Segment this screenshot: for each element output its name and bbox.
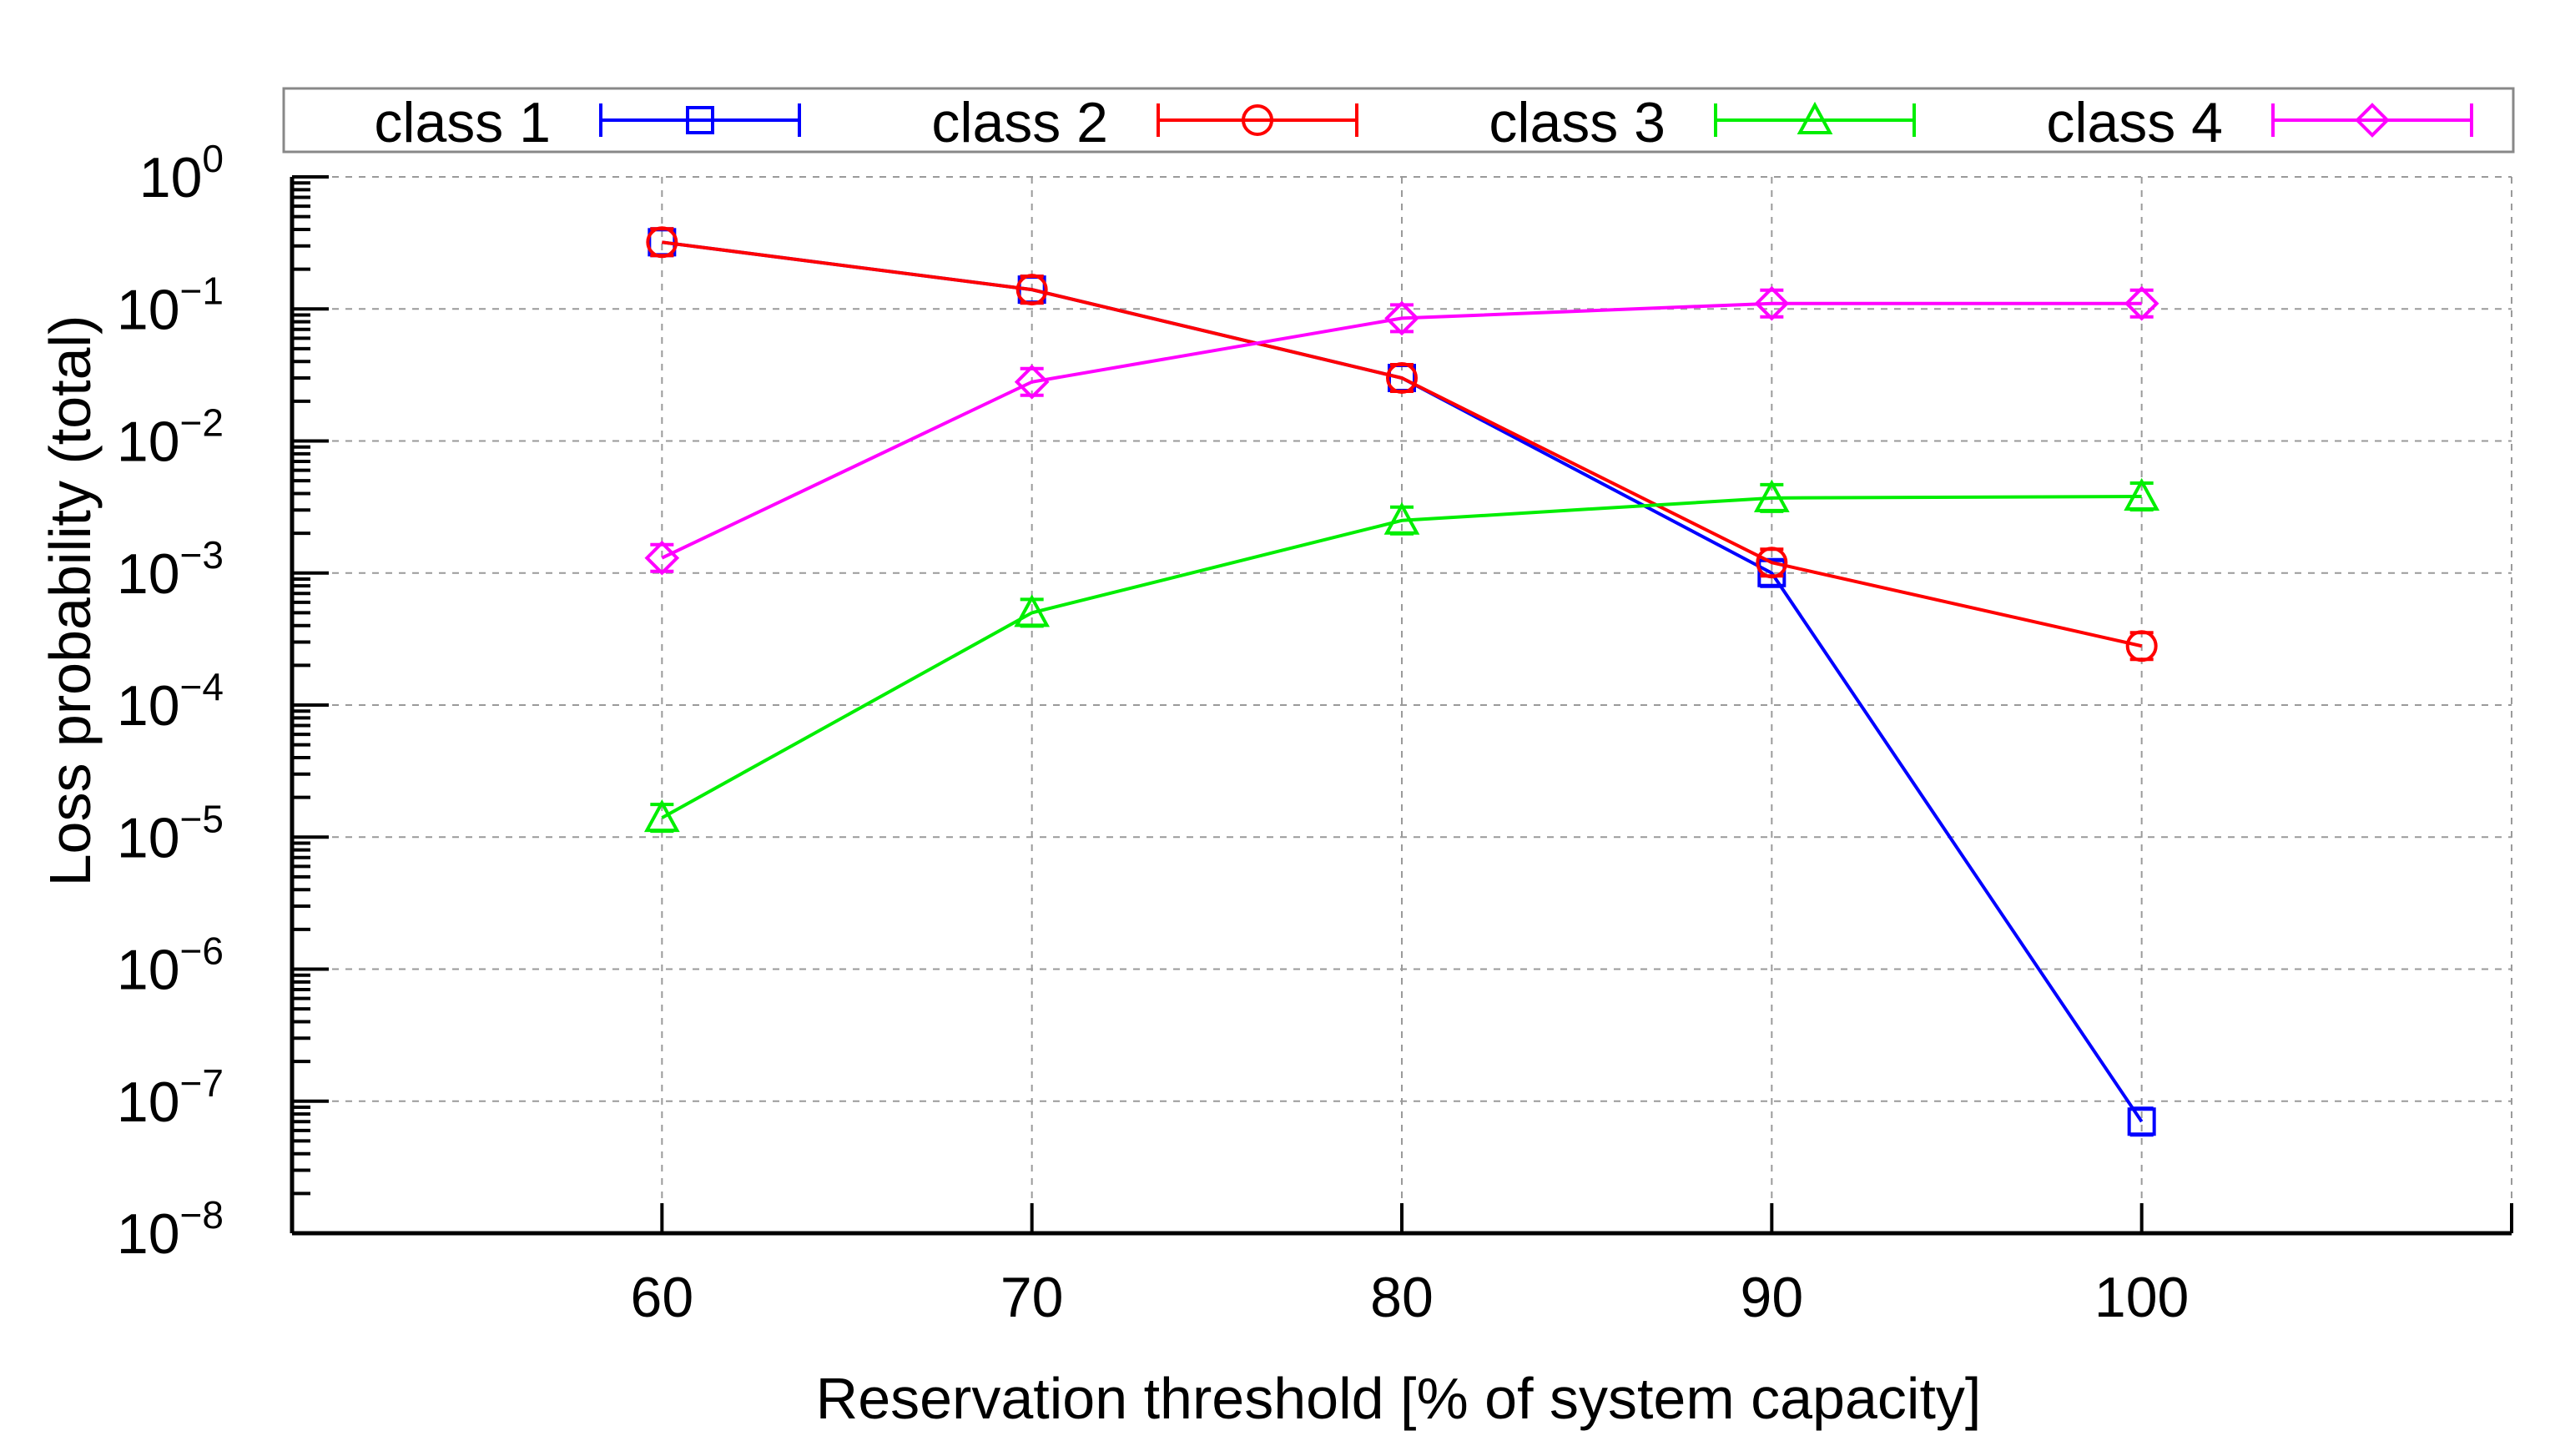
x-tick-label: 60 [631, 1266, 694, 1329]
y-tick-label: 10−6 [117, 930, 224, 1002]
data-point [646, 226, 678, 259]
y-tick-label: 10−5 [117, 797, 224, 869]
data-point [643, 799, 680, 833]
axes: 100 10−1 10−2 10−3 10−4 10−5 10−6 10−7 10−8 60 70 8… [117, 137, 2513, 1329]
data-point [1753, 479, 1790, 512]
x-axis-label: Reservation threshold [% of system capac… [816, 1366, 1982, 1431]
legend-label: class 4 [2046, 91, 2223, 154]
grid-lines [292, 176, 2512, 1233]
series-line [662, 240, 2144, 1123]
data-point [2125, 630, 2158, 663]
y-tick-label: 10−7 [117, 1061, 224, 1134]
y-tick-label: 10−1 [117, 269, 224, 341]
x-tick-label: 70 [1000, 1266, 1064, 1329]
legend-label: class 1 [374, 91, 551, 154]
series-line [661, 301, 2142, 560]
data-point [1014, 364, 1050, 400]
y-tick-label: 10−3 [117, 533, 224, 606]
data-point [1015, 274, 1048, 306]
y-tick-label: 10−4 [117, 665, 224, 738]
series-class-3 [643, 477, 2160, 834]
legend-marker [1797, 101, 1833, 134]
data-point [2127, 1107, 2156, 1136]
data-point [1756, 547, 1788, 579]
series-line [662, 240, 2143, 648]
data-point [644, 540, 680, 576]
x-tick-label: 80 [1370, 1266, 1434, 1329]
x-tick-label: 100 [2094, 1266, 2189, 1329]
legend-marker [1242, 104, 1273, 136]
data-point [1757, 558, 1787, 587]
legend-label: class 2 [931, 91, 1108, 154]
legend: class 1 class 2 class 3 class 4 [282, 87, 2515, 154]
y-axis-label: Loss probability (total) [38, 315, 103, 887]
legend-marker [2355, 103, 2390, 138]
legend-label: class 3 [1489, 91, 1666, 154]
data-series [643, 226, 2160, 1137]
y-tick-label: 10−8 [117, 1193, 224, 1266]
data-point [2124, 285, 2159, 321]
y-tick-label: 100 [139, 137, 224, 209]
series-class-2 [646, 226, 2158, 663]
data-point [1754, 285, 1790, 321]
legend-marker [686, 106, 714, 134]
data-point [1386, 361, 1418, 394]
y-tick-label: 10−2 [117, 401, 224, 474]
series-class-4 [644, 285, 2159, 576]
data-point [1384, 300, 1419, 336]
data-point [1014, 594, 1051, 627]
data-point [2124, 477, 2160, 511]
series-line [661, 494, 2142, 819]
x-tick-label: 90 [1741, 1266, 1804, 1329]
data-point [1383, 501, 1420, 535]
